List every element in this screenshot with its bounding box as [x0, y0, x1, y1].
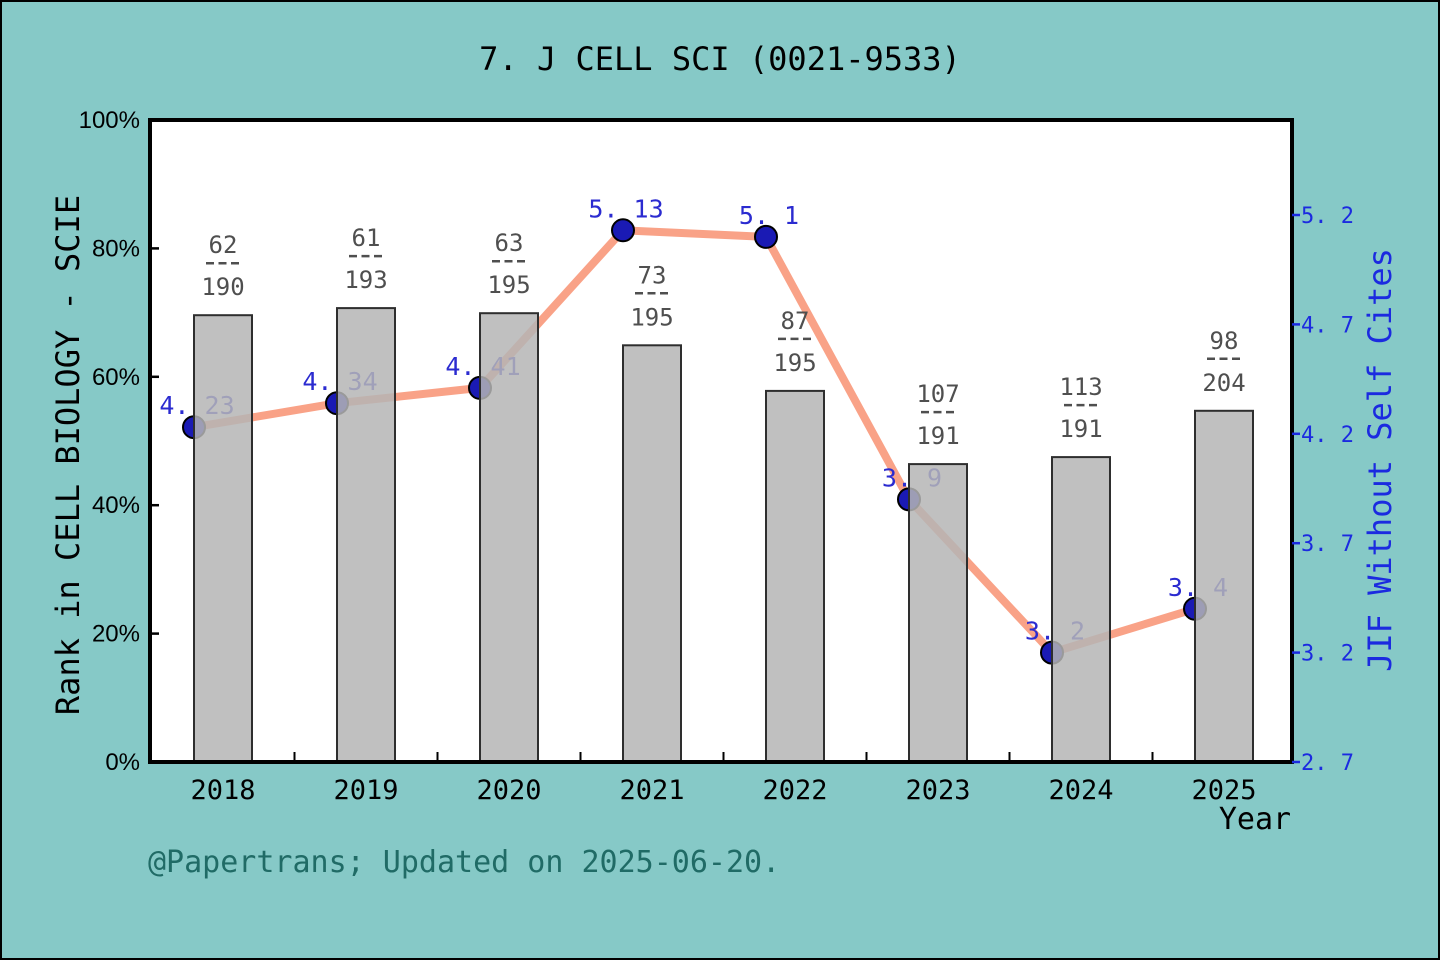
- x-tick-label: 2024: [1048, 775, 1113, 806]
- rank-bar: [479, 312, 539, 763]
- rank-denominator: 190: [201, 273, 244, 301]
- chart-title: 7. J CELL SCI (0021-9533): [479, 40, 961, 78]
- y-left-tick-label: 0%: [105, 749, 140, 776]
- rank-numerator: 62: [209, 231, 238, 259]
- rank-bar: [1051, 456, 1111, 763]
- rank-denominator: 191: [916, 422, 959, 450]
- jif-point: [611, 218, 635, 243]
- y-right-tick-label: 2. 7: [1301, 751, 1354, 776]
- x-tick-label: 2025: [1191, 775, 1256, 806]
- jif-point-label: 5. 13: [588, 194, 663, 223]
- x-tick-label: 2022: [762, 775, 827, 806]
- y-right-tick-label: 5. 2: [1301, 204, 1354, 229]
- rank-bar: [908, 463, 968, 763]
- rank-numerator: 98: [1210, 327, 1239, 355]
- rank-numerator: 87: [781, 307, 810, 335]
- jif-point: [754, 224, 778, 249]
- x-tick-label: 2023: [905, 775, 970, 806]
- footer-credit: @Papertrans; Updated on 2025-06-20.: [148, 845, 781, 880]
- jif-point-label: 5. 1: [739, 201, 799, 230]
- rank-denominator: 204: [1202, 369, 1245, 397]
- rank-bar: [1194, 409, 1254, 763]
- x-tick-label: 2020: [476, 775, 541, 806]
- x-tick-label: 2018: [190, 775, 255, 806]
- rank-numerator: 73: [638, 261, 667, 289]
- y-left-tick-label: 40%: [92, 492, 140, 519]
- rank-numerator: 113: [1059, 373, 1102, 401]
- rank-numerator: 61: [352, 224, 381, 252]
- rank-bar: [193, 314, 253, 763]
- y-right-tick-label: 4. 2: [1301, 423, 1354, 448]
- y-left-tick-label: 20%: [92, 621, 140, 648]
- rank-numerator: 107: [916, 380, 959, 408]
- rank-bar: [622, 344, 682, 763]
- y-left-tick-label: 100%: [79, 107, 140, 134]
- y-right-tick-label: 4. 7: [1301, 313, 1354, 338]
- y-right-tick-label: 3. 7: [1301, 532, 1354, 557]
- rank-numerator: 63: [495, 229, 524, 257]
- axis-frame: [148, 118, 1294, 764]
- rank-bar: [336, 307, 396, 763]
- rank-denominator: 195: [773, 349, 816, 377]
- rank-denominator: 191: [1059, 415, 1102, 443]
- x-tick-label: 2019: [333, 775, 398, 806]
- rank-denominator: 195: [487, 271, 530, 299]
- x-axis-title: Year: [1218, 802, 1292, 837]
- y-right-tick-label: 3. 2: [1301, 642, 1354, 667]
- plot-area: [150, 120, 1292, 762]
- y-left-tick-label: 60%: [92, 364, 140, 391]
- y-left-tick-label: 80%: [92, 235, 140, 262]
- rank-denominator: 195: [630, 303, 673, 331]
- rank-denominator: 193: [344, 266, 387, 294]
- rank-bar: [765, 389, 825, 763]
- x-tick-label: 2021: [619, 775, 684, 806]
